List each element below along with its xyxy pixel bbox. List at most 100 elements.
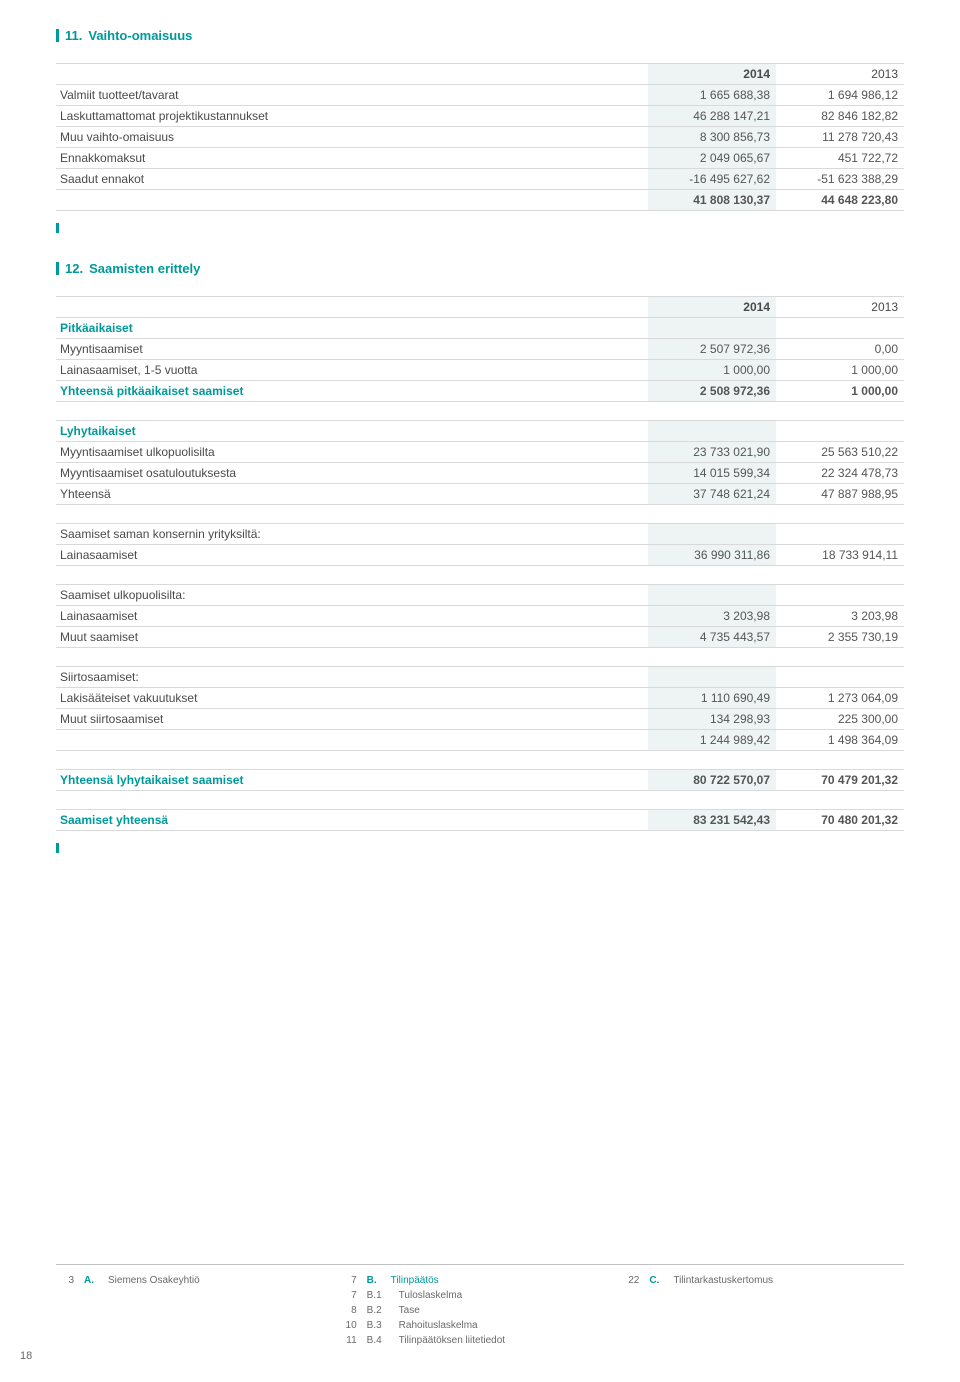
footer-letter: B. [367, 1273, 381, 1288]
row-label: Lakisääteiset vakuutukset [56, 688, 648, 709]
row-value: 1 694 986,12 [776, 85, 904, 106]
footer-page: 7 [339, 1288, 357, 1303]
row-value: 23 733 021,90 [648, 442, 776, 463]
row-value: 2 049 065,67 [648, 148, 776, 169]
footer-text: Tilinpäätöksen liitetiedot [399, 1333, 505, 1348]
row-label: Myyntisaamiset ulkopuolisilta [56, 442, 648, 463]
total-value: 47 887 988,95 [776, 484, 904, 505]
footer-text: Siemens Osakeyhtiö [108, 1273, 200, 1288]
row-value: 451 722,72 [776, 148, 904, 169]
section-title: Saamisten erittely [89, 261, 200, 276]
total-label: Yhteensä [56, 484, 648, 505]
row-value: 0,00 [776, 339, 904, 360]
footer-letter: B.3 [367, 1318, 389, 1333]
row-label: Lainasaamiset, 1-5 vuotta [56, 360, 648, 381]
row-label: Ennakkomaksut [56, 148, 648, 169]
subtotal-value: 70 479 201,32 [776, 770, 904, 791]
row-value: 1 273 064,09 [776, 688, 904, 709]
empty-cell [56, 297, 648, 318]
year-header-2014: 2014 [648, 297, 776, 318]
section-number: 11. [65, 28, 82, 43]
total-value: 44 648 223,80 [776, 190, 904, 211]
total-value: 1 244 989,42 [648, 730, 776, 751]
subheading: Saamiset saman konsernin yrityksiltä: [56, 524, 648, 545]
footer-text: Tase [399, 1303, 420, 1318]
page-number: 18 [20, 1350, 32, 1362]
grand-total-value: 83 231 542,43 [648, 810, 776, 831]
row-value: 11 278 720,43 [776, 127, 904, 148]
footer-text: Rahoituslaskelma [399, 1318, 478, 1333]
footer-letter: B.1 [367, 1288, 389, 1303]
row-label: Valmiit tuotteet/tavarat [56, 85, 648, 106]
row-value: 1 110 690,49 [648, 688, 776, 709]
subheading: Lyhytaikaiset [56, 421, 648, 442]
row-value: 82 846 182,82 [776, 106, 904, 127]
footer-col-b: 7 B. Tilinpäätös 7 B.1 Tuloslaskelma 8 B… [339, 1273, 622, 1348]
footer-page: 10 [339, 1318, 357, 1333]
total-value: 1 498 364,09 [776, 730, 904, 751]
footer-page: 3 [56, 1273, 74, 1288]
page-footer: 3 A. Siemens Osakeyhtiö 7 B. Tilinpäätös… [56, 1264, 904, 1348]
row-value: 1 000,00 [648, 360, 776, 381]
section-divider-icon [56, 843, 59, 853]
row-label: Muut siirtosaamiset [56, 709, 648, 730]
grand-total-label: Saamiset yhteensä [56, 810, 648, 831]
total-label [56, 730, 648, 751]
year-header-2014: 2014 [648, 64, 776, 85]
total-value: 41 808 130,37 [648, 190, 776, 211]
row-value: 225 300,00 [776, 709, 904, 730]
row-value: 8 300 856,73 [648, 127, 776, 148]
total-label [56, 190, 648, 211]
footer-page: 8 [339, 1303, 357, 1318]
row-value: 1 665 688,38 [648, 85, 776, 106]
row-value: 18 733 914,11 [776, 545, 904, 566]
row-value: 46 288 147,21 [648, 106, 776, 127]
heading-bar-icon [56, 262, 59, 275]
row-value: -16 495 627,62 [648, 169, 776, 190]
total-value: 1 000,00 [776, 381, 904, 402]
footer-page: 11 [339, 1333, 357, 1348]
row-value: 1 000,00 [776, 360, 904, 381]
section-11-heading: 11. Vaihto-omaisuus [56, 28, 904, 43]
row-label: Muu vaihto-omaisuus [56, 127, 648, 148]
row-label: Myyntisaamiset [56, 339, 648, 360]
heading-bar-icon [56, 29, 59, 42]
row-label: Muut saamiset [56, 627, 648, 648]
subheading: Saamiset ulkopuolisilta: [56, 585, 648, 606]
table-saamisten-erittely: 2014 2013 Pitkäaikaiset Myyntisaamiset 2… [56, 296, 904, 831]
year-header-2013: 2013 [776, 64, 904, 85]
subheading: Siirtosaamiset: [56, 667, 648, 688]
row-value: 2 507 972,36 [648, 339, 776, 360]
footer-letter: B.2 [367, 1303, 389, 1318]
row-label: Laskuttamattomat projektikustannukset [56, 106, 648, 127]
row-value: 14 015 599,34 [648, 463, 776, 484]
section-divider-icon [56, 223, 59, 233]
row-value: 134 298,93 [648, 709, 776, 730]
table-vaihto-omaisuus: 2014 2013 Valmiit tuotteet/tavarat 1 665… [56, 63, 904, 211]
row-label: Saadut ennakot [56, 169, 648, 190]
footer-letter: C. [649, 1273, 663, 1288]
section-title: Vaihto-omaisuus [88, 28, 192, 43]
subheading: Pitkäaikaiset [56, 318, 648, 339]
subtotal-label: Yhteensä lyhytaikaiset saamiset [56, 770, 648, 791]
subtotal-value: 80 722 570,07 [648, 770, 776, 791]
year-header-2013: 2013 [776, 297, 904, 318]
footer-text: Tuloslaskelma [399, 1288, 463, 1303]
footer-letter: B.4 [367, 1333, 389, 1348]
row-value: 2 355 730,19 [776, 627, 904, 648]
row-value: 3 203,98 [648, 606, 776, 627]
row-label: Lainasaamiset [56, 545, 648, 566]
empty-cell [56, 64, 648, 85]
footer-text: Tilinpäätös [391, 1273, 439, 1288]
total-value: 2 508 972,36 [648, 381, 776, 402]
footer-page: 7 [339, 1273, 357, 1288]
footer-text: Tilintarkastuskertomus [673, 1273, 773, 1288]
row-value: 3 203,98 [776, 606, 904, 627]
row-value: -51 623 388,29 [776, 169, 904, 190]
section-12-heading: 12. Saamisten erittely [56, 261, 904, 276]
row-label: Myyntisaamiset osatuloutuksesta [56, 463, 648, 484]
footer-col-a: 3 A. Siemens Osakeyhtiö [56, 1273, 339, 1348]
section-number: 12. [65, 261, 83, 276]
row-value: 25 563 510,22 [776, 442, 904, 463]
footer-letter: A. [84, 1273, 98, 1288]
